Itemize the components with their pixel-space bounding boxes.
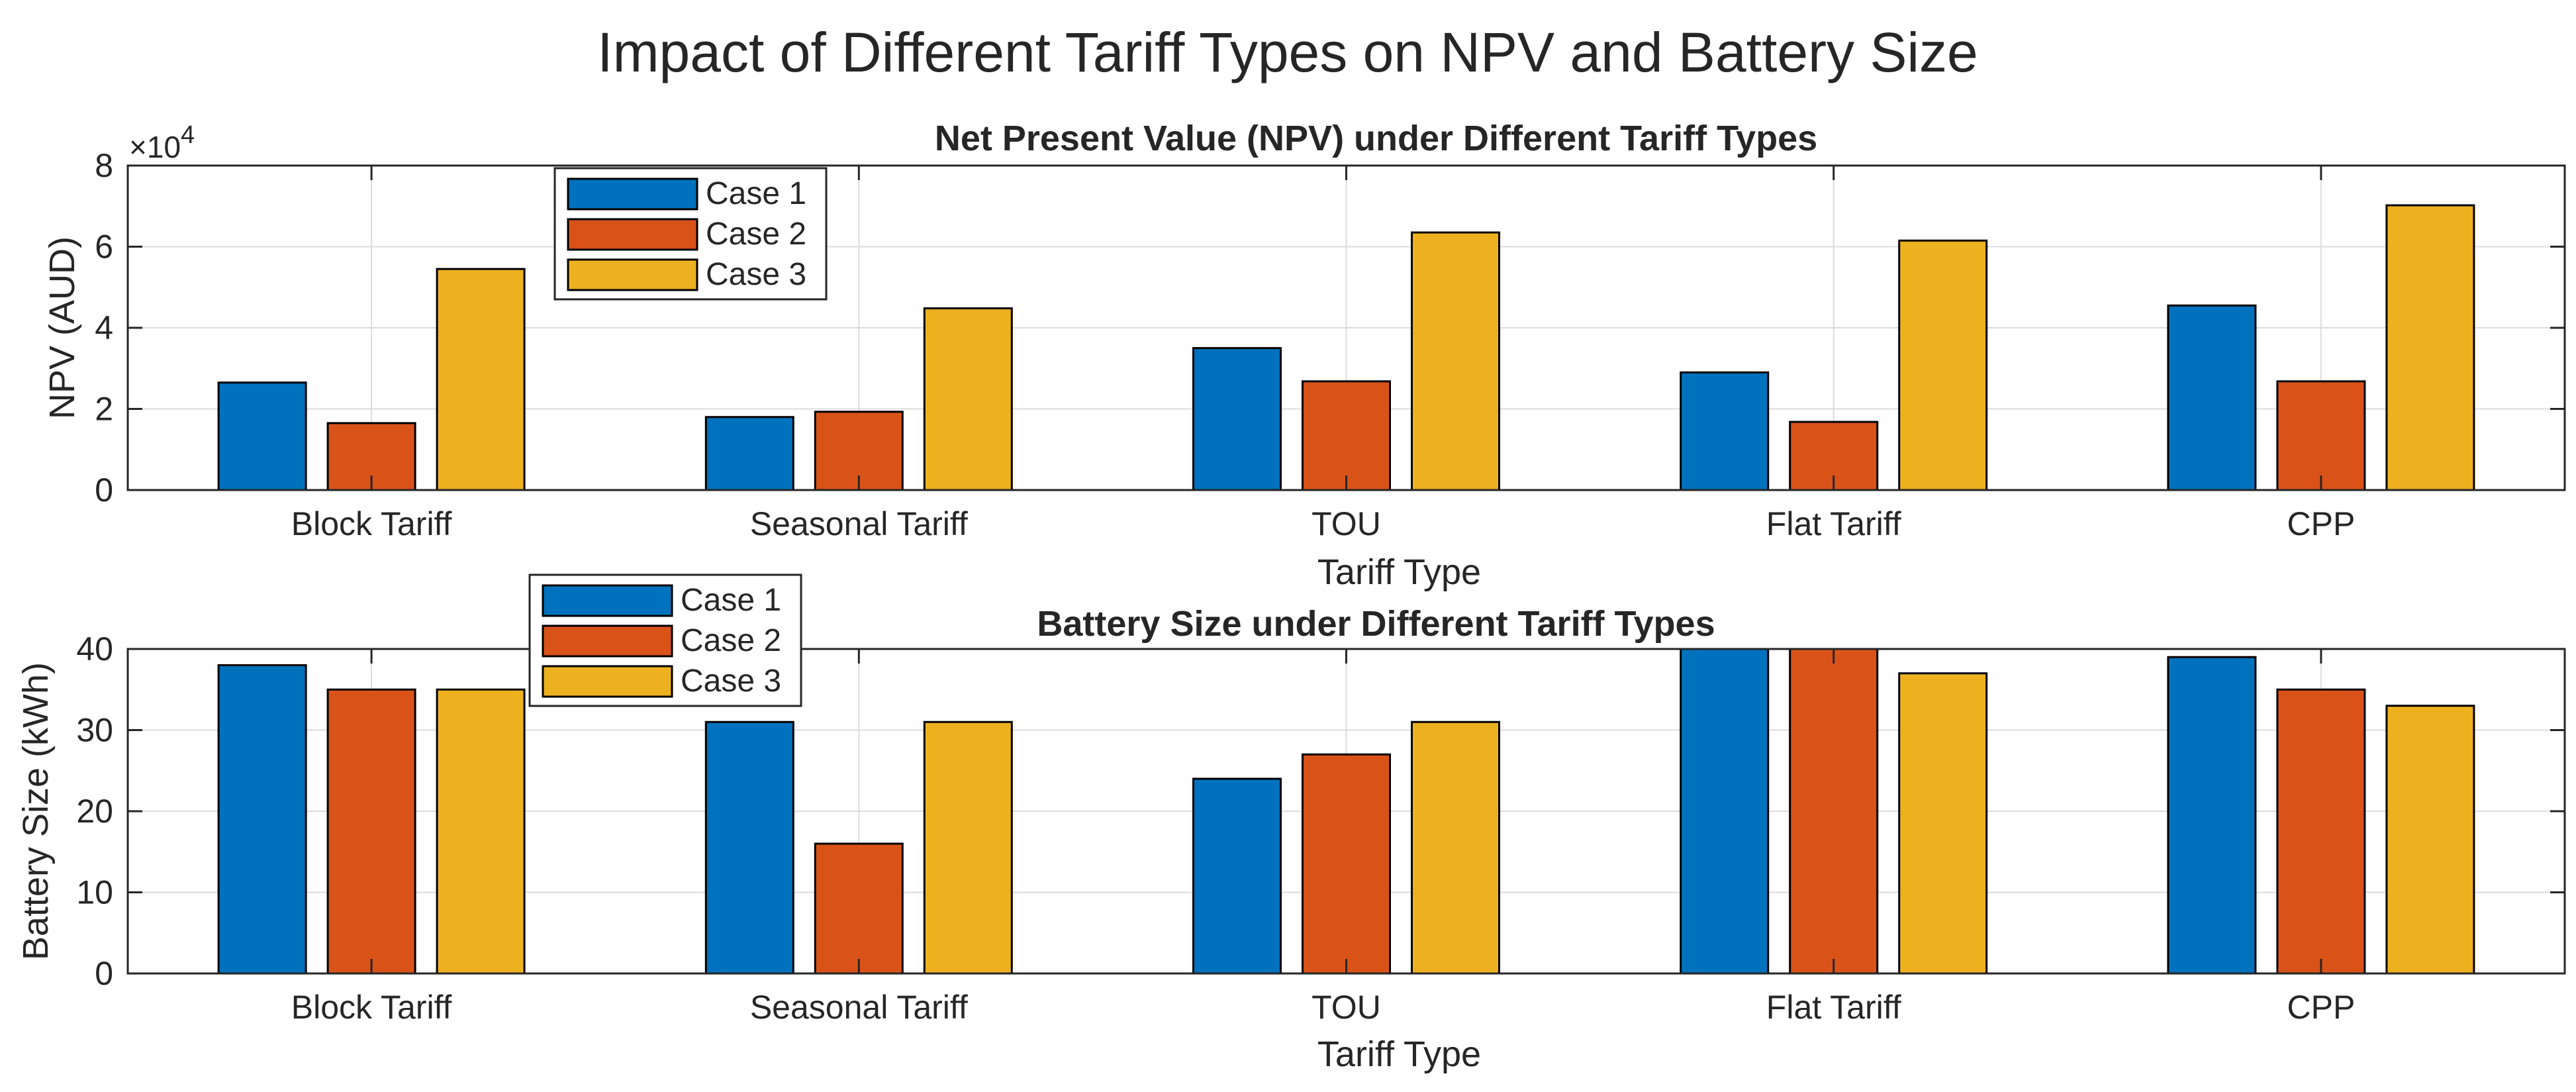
battery-ylabel: Battery Size (kWh) <box>16 662 56 960</box>
battery-ytick-label: 20 <box>76 793 113 830</box>
battery-bar-case-3-block-tariff <box>436 688 526 975</box>
npv-bar-case-1-flat-tariff <box>1680 371 1770 491</box>
npv-xtick-label: Block Tariff <box>291 505 452 542</box>
battery-xtick-label: Block Tariff <box>291 989 452 1026</box>
battery-bar-case-3-cpp <box>2385 705 2475 975</box>
battery-legend-swatch-case-1 <box>542 584 673 617</box>
npv-ytick-label: 0 <box>95 472 113 509</box>
npv-xtick-label: CPP <box>2287 505 2355 542</box>
battery-ytick-label: 0 <box>95 955 113 992</box>
battery-bar-case-1-tou <box>1192 777 1282 975</box>
battery-xlabel: Tariff Type <box>1317 1034 1481 1074</box>
npv-legend[interactable]: Case 1 Case 2 Case 3 <box>553 167 828 301</box>
battery-bar-case-2-cpp <box>2276 688 2366 975</box>
battery-bar-case-1-block-tariff <box>217 664 307 975</box>
npv-bar-case-1-tou <box>1192 347 1282 491</box>
npv-bar-case-3-tou <box>1411 231 1500 491</box>
battery-xtick-label: CPP <box>2287 989 2355 1026</box>
npv-bar-case-2-tou <box>1302 380 1391 491</box>
battery-bar-case-1-cpp <box>2167 656 2257 975</box>
npv-xtick-label: Seasonal Tariff <box>750 505 968 542</box>
battery-title: Battery Size under Different Tariff Type… <box>1037 604 1715 644</box>
battery-ytick-label: 10 <box>76 874 113 911</box>
npv-bar-case-3-cpp <box>2385 204 2475 491</box>
battery-bar-case-2-block-tariff <box>326 688 416 975</box>
npv-xlabel: Tariff Type <box>1317 552 1481 592</box>
battery-xtick-label: Flat Tariff <box>1766 989 1901 1026</box>
npv-bar-case-3-flat-tariff <box>1898 239 1988 491</box>
npv-legend-label-case-2: Case 2 <box>706 217 806 252</box>
npv-ytick-label: 4 <box>95 309 113 346</box>
npv-ytick-label: 2 <box>95 391 113 428</box>
battery-bar-case-3-flat-tariff <box>1898 672 1988 975</box>
battery-legend-swatch-case-2 <box>542 624 673 658</box>
npv-legend-label-case-3: Case 3 <box>706 257 806 292</box>
npv-bar-case-3-seasonal-tariff <box>923 307 1013 491</box>
battery-legend-label-case-3: Case 3 <box>681 664 781 699</box>
battery-ytick-label: 40 <box>76 630 113 668</box>
npv-ytick-label: 6 <box>95 228 113 266</box>
npv-ylabel: NPV (AUD) <box>42 236 82 419</box>
npv-title: Net Present Value (NPV) under Different … <box>935 119 1817 158</box>
npv-bar-case-2-cpp <box>2276 380 2366 491</box>
battery-ytick-label: 30 <box>76 712 113 749</box>
battery-xtick-label: TOU <box>1312 989 1381 1026</box>
battery-legend-label-case-2: Case 2 <box>681 623 781 658</box>
battery-bar-case-2-seasonal-tariff <box>814 842 904 975</box>
npv-xtick-label: Flat Tariff <box>1766 505 1901 542</box>
battery-bar-case-3-tou <box>1411 720 1500 975</box>
npv-xtick-label: TOU <box>1312 505 1381 542</box>
battery-size-chart: 0 10 20 30 40 Block Tariff Seasonal Tariff TOU F… <box>16 573 2566 1074</box>
battery-bar-case-1-flat-tariff <box>1680 648 1770 975</box>
battery-xtick-label: Seasonal Tariff <box>750 989 968 1026</box>
figure-title: Impact of Different Tariff Types on NPV … <box>597 21 1978 83</box>
battery-legend-label-case-1: Case 1 <box>681 583 781 618</box>
battery-bar-case-2-flat-tariff <box>1789 648 1879 975</box>
battery-bar-case-1-seasonal-tariff <box>704 720 794 975</box>
npv-bar-case-1-seasonal-tariff <box>704 416 794 491</box>
npv-bar-case-1-block-tariff <box>217 381 307 491</box>
battery-legend-swatch-case-3 <box>542 665 673 698</box>
npv-ytick-label: 8 <box>95 147 113 184</box>
battery-bar-case-3-seasonal-tariff <box>923 720 1013 975</box>
npv-exponent-label: ×104 <box>129 121 195 164</box>
npv-bar-case-1-cpp <box>2167 304 2257 491</box>
npv-bar-case-3-block-tariff <box>436 268 526 491</box>
npv-legend-swatch-case-1 <box>567 177 698 211</box>
battery-bar-case-2-tou <box>1302 753 1391 975</box>
npv-legend-swatch-case-3 <box>567 258 698 291</box>
npv-legend-swatch-case-2 <box>567 218 698 251</box>
npv-legend-label-case-1: Case 1 <box>706 176 806 211</box>
battery-legend[interactable]: Case 1 Case 2 Case 3 <box>528 573 802 707</box>
npv-chart: 0 2 4 6 8 Block Tariff Seasonal Tariff TOU Flat … <box>42 119 2566 592</box>
